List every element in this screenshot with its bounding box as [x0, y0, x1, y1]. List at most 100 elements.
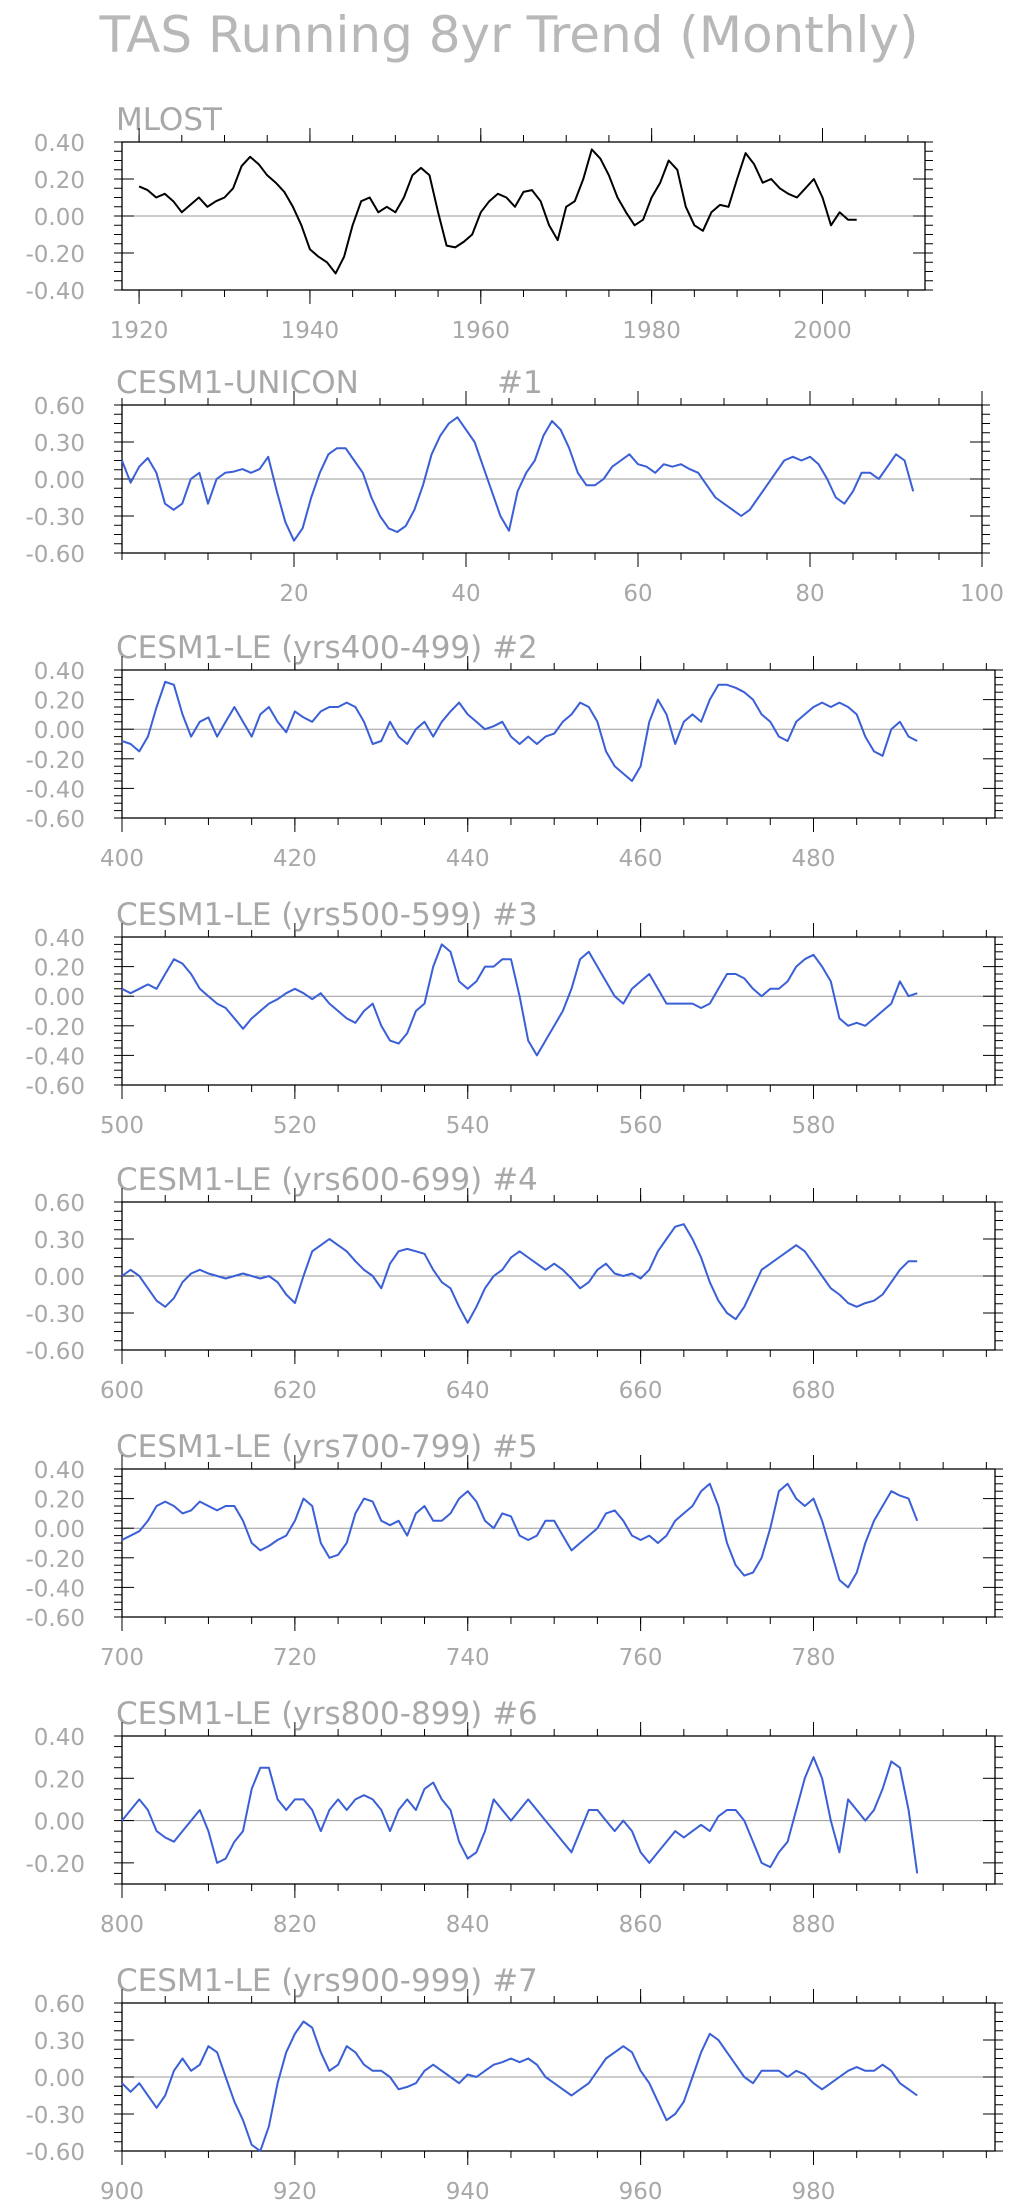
panel-title: CESM1-UNICON — [116, 365, 359, 401]
y-tick-label: 0.40 — [34, 659, 85, 685]
x-tick-label: 2000 — [793, 318, 852, 344]
x-tick-label: 940 — [446, 2179, 490, 2205]
chart-panel-7: CESM1-LE (yrs800-899) #6 0.40 0.20 0.00 -0.2… — [25, 1696, 1003, 1938]
x-tick-label: 460 — [619, 846, 663, 872]
chart-panel-1: MLOST 0.40 0.20 0.00 -0.20 -0.40 1920 1940 1960 1… — [25, 102, 933, 344]
panel-title: CESM1-LE (yrs700-799) #5 — [116, 1429, 538, 1465]
y-tick-label: 0.00 — [34, 1265, 85, 1291]
x-tick-label: 620 — [273, 1378, 317, 1404]
series-line — [121, 2020, 918, 2152]
panel-title: MLOST — [116, 102, 223, 138]
x-tick-label: 100 — [960, 581, 1004, 607]
y-tick-label: 0.20 — [34, 1488, 85, 1514]
series-line — [138, 148, 857, 275]
x-tick-label: 500 — [100, 1113, 144, 1139]
y-tick-label: 0.30 — [34, 431, 85, 457]
y-tick-label: 0.20 — [34, 168, 85, 194]
y-tick-label: 0.60 — [34, 1191, 85, 1217]
x-tick-label: 60 — [623, 581, 652, 607]
x-tick-label: 580 — [792, 1113, 836, 1139]
series-line — [121, 1223, 918, 1324]
panel-title: CESM1-LE (yrs800-899) #6 — [116, 1696, 538, 1732]
series-line — [121, 943, 918, 1057]
y-tick-label: -0.40 — [25, 777, 85, 803]
chart-panel-5: CESM1-LE (yrs600-699) #4 0.60 0.30 0.00 -0.3… — [25, 1162, 1003, 1404]
x-tick-label: 720 — [273, 1645, 317, 1671]
chart-panel-6: CESM1-LE (yrs700-799) #5 0.40 0.20 0.00 -0.2… — [25, 1429, 1003, 1671]
panel-title: CESM1-LE (yrs900-999) #7 — [116, 1963, 538, 1999]
x-tick-label: 680 — [792, 1378, 836, 1404]
x-tick-label: 560 — [619, 1113, 663, 1139]
x-tick-label: 400 — [100, 846, 144, 872]
panels: MLOST 0.40 0.20 0.00 -0.20 -0.40 1920 1940 1960 1… — [25, 102, 1003, 2205]
y-tick-label: -0.60 — [25, 807, 85, 833]
x-tick-label: 980 — [792, 2179, 836, 2205]
x-tick-label: 40 — [451, 581, 480, 607]
y-tick-label: -0.60 — [25, 2140, 85, 2166]
y-tick-label: 0.20 — [34, 1767, 85, 1793]
y-tick-label: -0.40 — [25, 1044, 85, 1070]
y-tick-label: -0.20 — [25, 1547, 85, 1573]
x-tick-label: 700 — [100, 1645, 144, 1671]
y-tick-label: 0.30 — [34, 1228, 85, 1254]
y-tick-label: 0.40 — [34, 1458, 85, 1484]
y-tick-label: -0.20 — [25, 1015, 85, 1041]
y-tick-label: 0.30 — [34, 2029, 85, 2055]
y-tick-label: 0.00 — [34, 1810, 85, 1836]
figure-title: TAS Running 8yr Trend (Monthly) — [98, 6, 918, 64]
x-tick-label: 740 — [446, 1645, 490, 1671]
series-line — [121, 1756, 919, 1874]
x-tick-label: 900 — [100, 2179, 144, 2205]
y-tick-label: 0.00 — [34, 1517, 85, 1543]
x-tick-label: 660 — [619, 1378, 663, 1404]
x-tick-label: 820 — [273, 1912, 317, 1938]
plot-frame — [121, 936, 996, 1086]
y-tick-label: -0.30 — [25, 1302, 85, 1328]
panel-tag: #1 — [497, 365, 543, 401]
x-tick-label: 600 — [100, 1378, 144, 1404]
x-tick-label: 640 — [446, 1378, 490, 1404]
chart-panel-8: CESM1-LE (yrs900-999) #7 0.60 0.30 0.00 -0.3… — [25, 1963, 1003, 2205]
y-tick-label: 0.00 — [34, 468, 85, 494]
x-tick-label: 440 — [446, 846, 490, 872]
y-tick-label: 0.60 — [34, 1992, 85, 2018]
x-tick-label: 1980 — [622, 318, 681, 344]
x-tick-label: 480 — [792, 846, 836, 872]
y-tick-label: 0.40 — [34, 926, 85, 952]
x-tick-label: 960 — [619, 2179, 663, 2205]
y-tick-label: -0.20 — [25, 1852, 85, 1878]
x-tick-label: 880 — [792, 1912, 836, 1938]
x-tick-label: 920 — [273, 2179, 317, 2205]
y-tick-label: -0.60 — [25, 1606, 85, 1632]
y-tick-label: 0.60 — [34, 394, 85, 420]
panel-title: CESM1-LE (yrs500-599) #3 — [116, 897, 538, 933]
y-tick-label: 0.40 — [34, 131, 85, 157]
plot-frame — [121, 1735, 996, 1885]
x-tick-label: 780 — [792, 1645, 836, 1671]
y-tick-label: 0.00 — [34, 985, 85, 1011]
y-tick-label: -0.20 — [25, 748, 85, 774]
plot-frame — [121, 669, 996, 819]
y-tick-label: -0.20 — [25, 242, 85, 268]
panel-title: CESM1-LE (yrs400-499) #2 — [116, 630, 538, 666]
series-line — [121, 1482, 919, 1589]
y-tick-label: 0.00 — [34, 205, 85, 231]
x-tick-label: 20 — [279, 581, 308, 607]
y-tick-label: -0.40 — [25, 1576, 85, 1602]
x-tick-label: 860 — [619, 1912, 663, 1938]
x-tick-label: 840 — [446, 1912, 490, 1938]
x-tick-label: 1960 — [452, 318, 511, 344]
x-tick-label: 760 — [619, 1645, 663, 1671]
series-line — [121, 416, 915, 542]
y-tick-label: -0.40 — [25, 279, 85, 305]
y-tick-label: -0.30 — [25, 505, 85, 531]
y-tick-label: 0.20 — [34, 689, 85, 715]
y-tick-label: 0.00 — [34, 718, 85, 744]
chart-panel-2: CESM1-UNICON #1 0.60 0.30 0.00 -0.30 -0.60 20 40… — [25, 365, 1003, 607]
x-tick-label: 420 — [273, 846, 317, 872]
x-tick-label: 800 — [100, 1912, 144, 1938]
y-tick-label: -0.60 — [25, 1339, 85, 1365]
x-tick-label: 1920 — [110, 318, 169, 344]
y-tick-label: -0.30 — [25, 2103, 85, 2129]
y-tick-label: -0.60 — [25, 1074, 85, 1100]
